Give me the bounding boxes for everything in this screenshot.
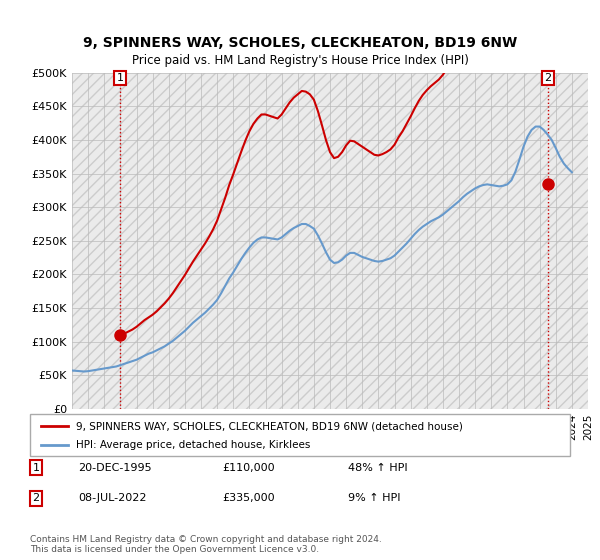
Text: £110,000: £110,000 (222, 463, 275, 473)
Text: Price paid vs. HM Land Registry's House Price Index (HPI): Price paid vs. HM Land Registry's House … (131, 54, 469, 67)
Text: 9, SPINNERS WAY, SCHOLES, CLECKHEATON, BD19 6NW: 9, SPINNERS WAY, SCHOLES, CLECKHEATON, B… (83, 36, 517, 50)
Text: 9, SPINNERS WAY, SCHOLES, CLECKHEATON, BD19 6NW (detached house): 9, SPINNERS WAY, SCHOLES, CLECKHEATON, B… (76, 421, 463, 431)
Text: 20-DEC-1995: 20-DEC-1995 (78, 463, 152, 473)
Text: 08-JUL-2022: 08-JUL-2022 (78, 493, 146, 503)
Text: 9% ↑ HPI: 9% ↑ HPI (348, 493, 401, 503)
Text: 1: 1 (32, 463, 40, 473)
FancyBboxPatch shape (30, 414, 570, 456)
Text: 48% ↑ HPI: 48% ↑ HPI (348, 463, 407, 473)
Text: £335,000: £335,000 (222, 493, 275, 503)
Text: HPI: Average price, detached house, Kirklees: HPI: Average price, detached house, Kirk… (76, 440, 310, 450)
Text: 2: 2 (544, 73, 551, 83)
Text: 1: 1 (116, 73, 124, 83)
Text: 2: 2 (32, 493, 40, 503)
Text: Contains HM Land Registry data © Crown copyright and database right 2024.
This d: Contains HM Land Registry data © Crown c… (30, 535, 382, 554)
